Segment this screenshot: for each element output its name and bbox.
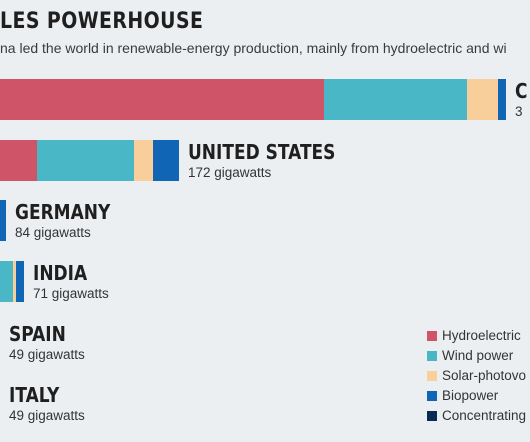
bar-segment-bio-1 [153, 140, 179, 181]
country-label: INDIA [33, 261, 88, 285]
bar-segment-bio-3 [16, 261, 24, 302]
legend-label: Hydroelectric [442, 328, 521, 343]
bar-segment-hydro-1 [0, 140, 37, 181]
value-label: 172 gigawatts [188, 165, 272, 180]
country-label: GERMANY [15, 200, 111, 224]
country-label: SPAIN [9, 322, 66, 346]
legend-label: Concentrating [442, 408, 527, 423]
bar-segment-hydro-0 [0, 79, 324, 120]
bar-segment-wind-0 [324, 79, 467, 120]
legend-swatch [427, 411, 437, 421]
bar-segment-solar-3 [13, 261, 16, 302]
legend-label: Solar-photovo [442, 368, 527, 383]
country-label: C [515, 79, 528, 103]
bar-segment-bio-0 [498, 79, 506, 120]
bar-segment-wind-1 [37, 140, 134, 181]
value-label: 71 gigawatts [33, 286, 109, 301]
value-label: 84 gigawatts [15, 225, 91, 240]
bar-segment-bio-2 [0, 200, 6, 241]
chart-subtitle: na led the world in renewable-energy pro… [0, 40, 507, 56]
bar-segment-solar-0 [467, 79, 498, 120]
value-label: 3 [515, 104, 523, 119]
country-label: UNITED STATES [188, 140, 336, 164]
bar-segment-solar-1 [134, 140, 153, 181]
legend-swatch [427, 351, 437, 361]
country-label: ITALY [9, 383, 60, 407]
legend-swatch [427, 391, 437, 401]
chart-title: LES POWERHOUSE [0, 9, 204, 34]
legend-label: Wind power [442, 348, 514, 363]
value-label: 49 gigawatts [9, 408, 85, 423]
legend-label: Biopower [442, 388, 499, 403]
legend-swatch [427, 371, 437, 381]
value-label: 49 gigawatts [9, 347, 85, 362]
legend-swatch [427, 331, 437, 341]
bar-segment-wind-3 [0, 261, 13, 302]
